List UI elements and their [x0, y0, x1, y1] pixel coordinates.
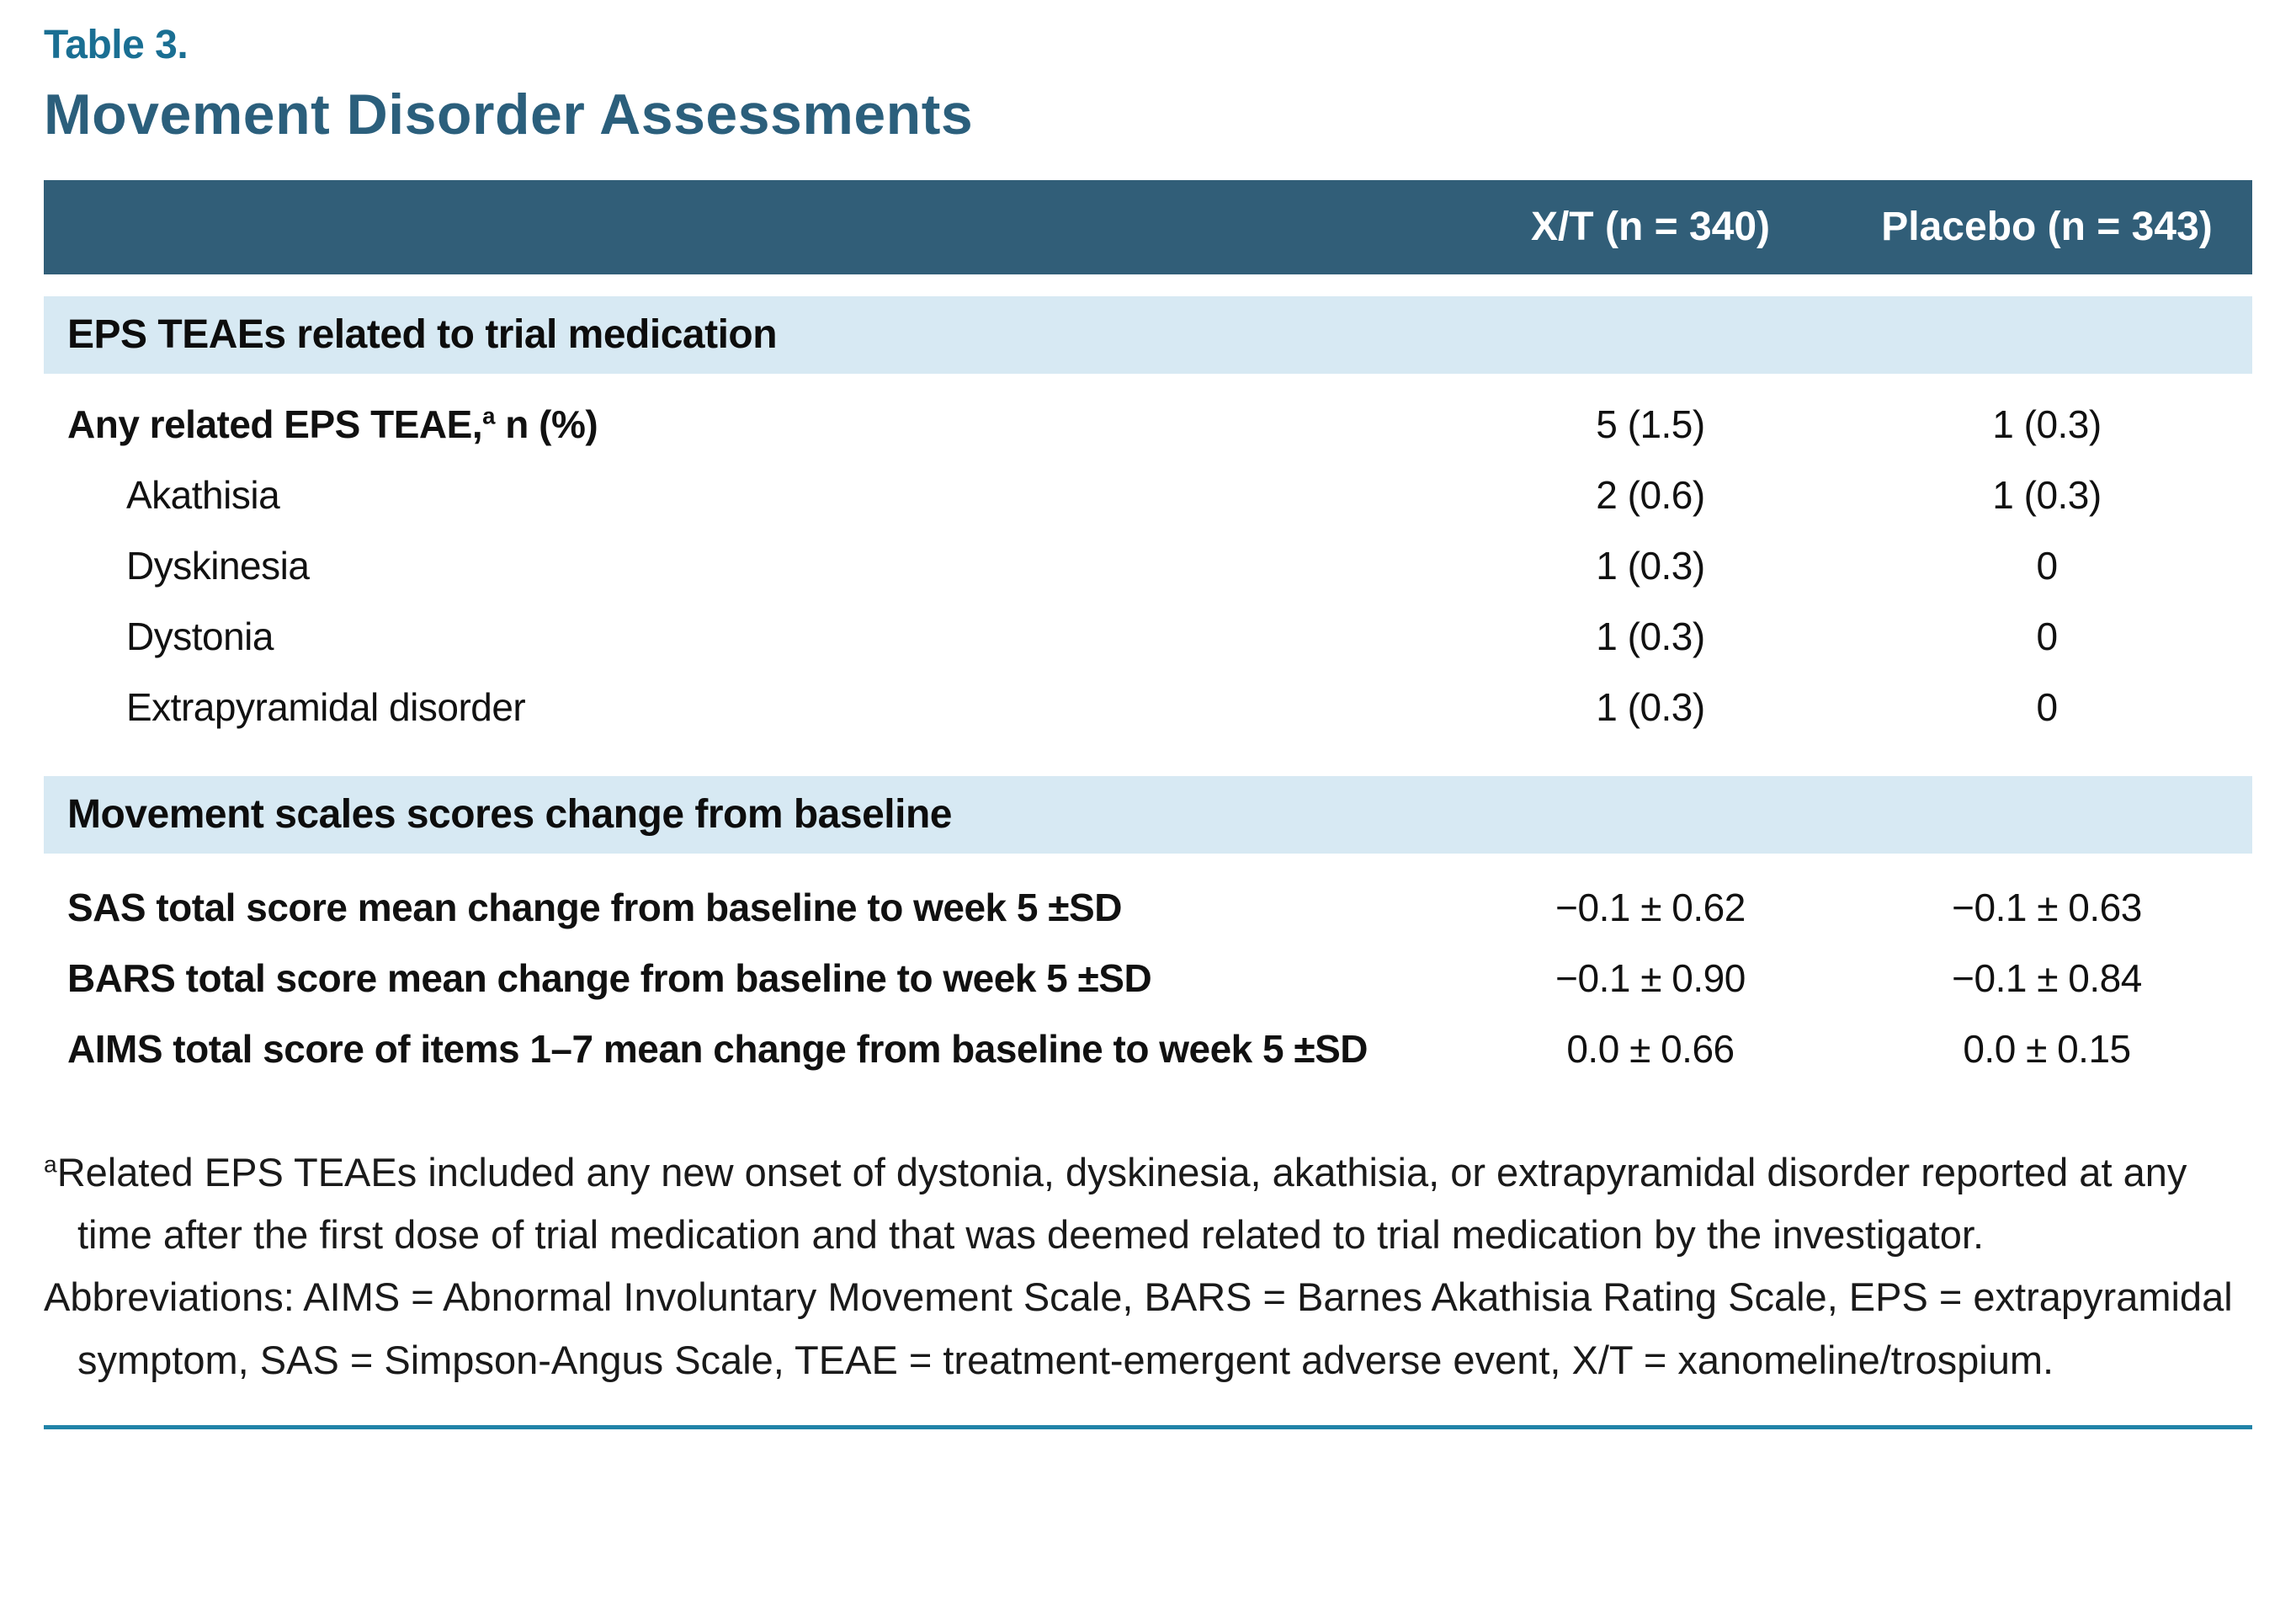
cell-placebo: 0.0 ± 0.15 [1963, 1026, 2131, 1071]
table-number-label: Table 3. [44, 23, 189, 67]
cell-placebo: 1 (0.3) [1992, 472, 2102, 517]
row-label: Any related EPS TEAE,a n (%) [44, 402, 1453, 447]
row-label: BARS total score mean change from baseli… [67, 955, 1152, 1000]
cell-xt: 1 (0.3) [1596, 543, 1705, 588]
row-label: Dyskinesia [126, 543, 310, 588]
row-label-text: n (%) [494, 402, 598, 446]
cell-xt: −0.1 ± 0.62 [1555, 885, 1746, 929]
column-header-placebo: Placebo (n = 343) [1881, 205, 2213, 250]
table-header-row: X/T (n = 340) Placebo (n = 343) [44, 179, 2252, 274]
table-row: BARS total score mean change from baseli… [44, 943, 2252, 1013]
footnotes: aRelated EPS TEAEs included any new onse… [44, 1141, 2252, 1391]
column-header-xt: X/T (n = 340) [1530, 205, 1771, 250]
row-label: Extrapyramidal disorder [126, 684, 526, 729]
row-label: Akathisia [126, 472, 280, 517]
cell-xt: 1 (0.3) [1596, 614, 1705, 658]
cell-placebo: 0 [2036, 684, 2058, 729]
page-title: Movement Disorder Assessments [44, 82, 974, 146]
cell-placebo: −0.1 ± 0.63 [1952, 885, 2142, 929]
cell-placebo: 0 [2036, 614, 2058, 658]
table-body-section-2: SAS total score mean change from baselin… [44, 872, 2252, 1084]
row-label: Dystonia [126, 614, 274, 658]
table-row: Dyskinesia 1 (0.3) 0 [44, 530, 2252, 601]
row-label-text: Any related EPS TEAE, [67, 402, 483, 446]
table-body-section-1: Any related EPS TEAE,a n (%) 5 (1.5) 1 (… [44, 389, 2252, 742]
footnote-a-reference: a [482, 402, 495, 429]
table-row: Dystonia 1 (0.3) 0 [44, 601, 2252, 672]
bottom-rule [44, 1424, 2252, 1429]
table-row: Akathisia 2 (0.6) 1 (0.3) [44, 460, 2252, 530]
section-header-eps-teaes: EPS TEAEs related to trial medication [44, 295, 2252, 374]
table-row: Extrapyramidal disorder 1 (0.3) 0 [44, 672, 2252, 742]
cell-placebo: 1 (0.3) [1992, 402, 2102, 446]
cell-xt: 1 (0.3) [1596, 684, 1705, 729]
section-header-movement-scales: Movement scales scores change from basel… [44, 775, 2252, 854]
table-row: SAS total score mean change from baselin… [44, 872, 2252, 943]
cell-xt: 5 (1.5) [1596, 402, 1705, 446]
cell-xt: 2 (0.6) [1596, 472, 1705, 517]
footnote-a-marker: a [44, 1150, 57, 1178]
cell-xt: 0.0 ± 0.66 [1566, 1026, 1735, 1071]
footnote-a: aRelated EPS TEAEs included any new onse… [44, 1141, 2252, 1267]
footnote-abbreviations: Abbreviations: AIMS = Abnormal Involunta… [44, 1274, 2233, 1382]
cell-placebo: 0 [2036, 543, 2058, 588]
row-label: AIMS total score of items 1–7 mean chang… [67, 1026, 1369, 1071]
cell-xt: −0.1 ± 0.90 [1555, 955, 1746, 1000]
cell-placebo: −0.1 ± 0.84 [1952, 955, 2142, 1000]
row-label: SAS total score mean change from baselin… [67, 885, 1122, 929]
footnote-a-text: Related EPS TEAEs included any new onset… [56, 1149, 2187, 1258]
table-row: Any related EPS TEAE,a n (%) 5 (1.5) 1 (… [44, 389, 2252, 460]
table-row: AIMS total score of items 1–7 mean chang… [44, 1013, 2252, 1084]
